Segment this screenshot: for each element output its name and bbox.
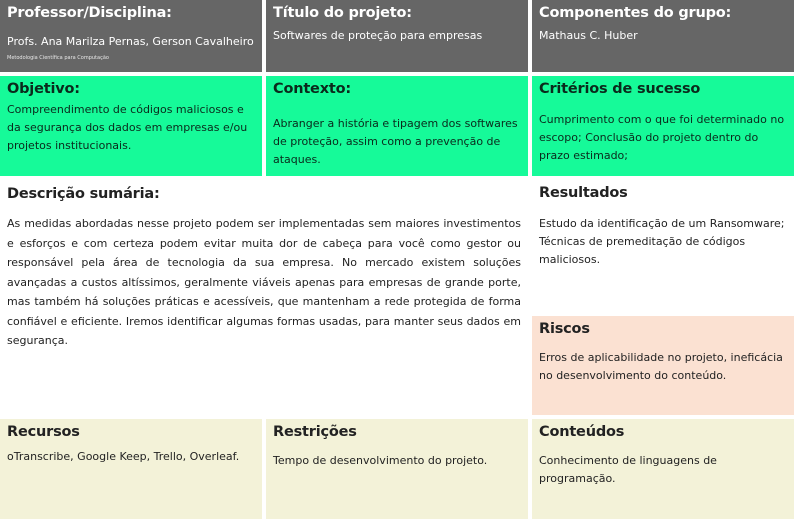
riscos-title: Riscos <box>539 321 590 337</box>
contexto-title: Contexto: <box>273 81 351 97</box>
discipline: Metodologia Científica para Computação <box>7 55 109 61</box>
conteudos-title: Conteúdos <box>539 424 625 440</box>
criterios-text: Cumprimento com o que foi determinado no… <box>539 113 785 162</box>
recursos-title: Recursos <box>7 424 80 440</box>
criterios-title: Critérios de sucesso <box>539 81 701 97</box>
conteudos-text: Conhecimento de linguagens de programaçã… <box>539 454 717 485</box>
objetivo-title: Objetivo: <box>7 81 80 97</box>
criterios-panel: Critérios de sucesso Cumprimento com o q… <box>532 76 794 176</box>
riscos-text: Erros de aplicabilidade no projeto, inef… <box>539 351 783 382</box>
restricoes-text: Tempo de desenvolvimento do projeto. <box>273 454 488 467</box>
resultados-text: Estudo da identificação de um Ransomware… <box>539 217 785 266</box>
restricoes-title: Restrições <box>273 424 357 440</box>
titulo-text: Softwares de proteção para empresas <box>273 29 483 42</box>
professor-names: Profs. Ana Marilza Pernas, Gerson Cavalh… <box>7 35 254 48</box>
componentes-text: Mathaus C. Huber <box>539 29 638 42</box>
professor-panel: Professor/Disciplina: Profs. Ana Marilza… <box>0 0 262 72</box>
descricao-title: Descrição sumária: <box>7 186 160 202</box>
conteudos-panel: Conteúdos Conhecimento de linguagens de … <box>532 419 794 519</box>
descricao-text: As medidas abordadas nesse projeto podem… <box>7 217 521 347</box>
descricao-panel: Descrição sumária: As medidas abordadas … <box>0 180 528 416</box>
titulo-title: Título do projeto: <box>273 5 412 21</box>
componentes-title: Componentes do grupo: <box>539 5 732 21</box>
restricoes-panel: Restrições Tempo de desenvolvimento do p… <box>266 419 528 519</box>
objetivo-panel: Objetivo: Compreendimento de códigos mal… <box>0 76 262 176</box>
contexto-text: Abranger a história e tipagem dos softwa… <box>273 117 518 166</box>
objetivo-text: Compreendimento de códigos maliciosos e … <box>7 103 248 152</box>
resultados-title: Resultados <box>539 185 628 201</box>
titulo-panel: Título do projeto: Softwares de proteção… <box>266 0 528 72</box>
contexto-panel: Contexto: Abranger a história e tipagem … <box>266 76 528 176</box>
riscos-panel: Riscos Erros de aplicabilidade no projet… <box>532 316 794 415</box>
componentes-panel: Componentes do grupo: Mathaus C. Huber <box>532 0 794 72</box>
resultados-panel: Resultados Estudo da identificação de um… <box>532 180 794 316</box>
recursos-panel: Recursos oTranscribe, Google Keep, Trell… <box>0 419 262 519</box>
recursos-text: oTranscribe, Google Keep, Trello, Overle… <box>7 450 240 463</box>
professor-title: Professor/Disciplina: <box>7 5 172 21</box>
